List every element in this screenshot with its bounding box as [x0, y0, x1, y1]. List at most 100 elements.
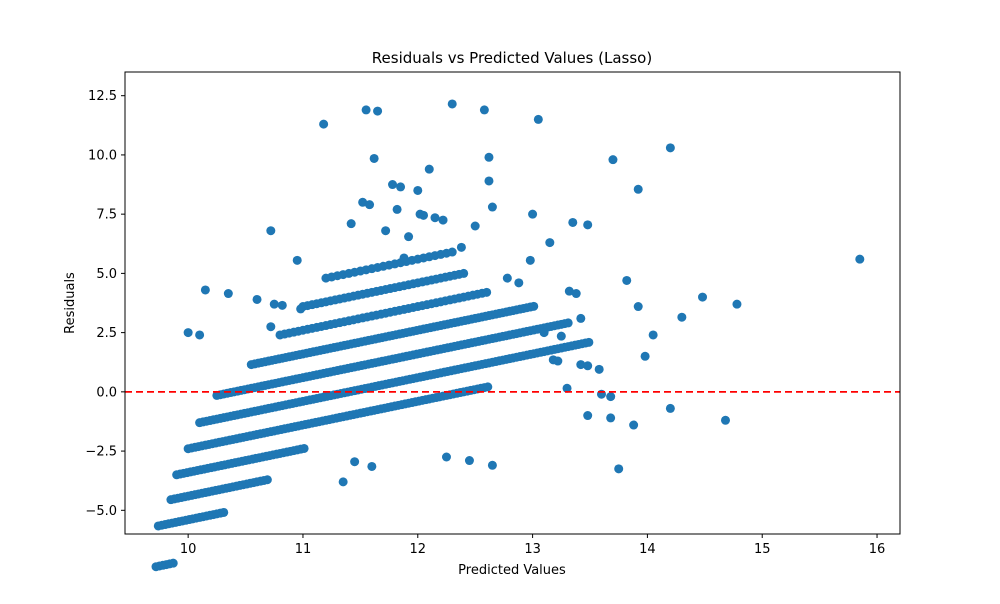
data-point: [277, 300, 287, 310]
y-tick-label: 5.0: [96, 267, 117, 282]
data-point: [614, 464, 624, 474]
data-point: [584, 337, 594, 347]
data-point: [441, 452, 451, 462]
data-point: [447, 99, 457, 109]
y-axis-ticks: −5.0 −2.5 0.0 2.5 5.0 7.5 10.0 12.5: [85, 89, 125, 519]
data-point: [470, 221, 480, 231]
data-point: [583, 411, 593, 421]
y-tick-label: 0.0: [96, 385, 117, 400]
data-point: [568, 217, 578, 227]
data-point: [677, 312, 687, 322]
x-axis-ticks: 10 11 12 13 14 15 16: [180, 534, 885, 557]
data-point: [608, 155, 618, 165]
data-point: [482, 287, 492, 297]
data-point: [381, 226, 391, 236]
plot-area-frame: [124, 71, 901, 535]
y-tick-label: −2.5: [85, 445, 117, 460]
x-tick-label: 16: [869, 542, 886, 557]
data-point: [514, 278, 524, 288]
data-point: [479, 105, 489, 115]
data-point: [269, 299, 279, 309]
data-point: [545, 238, 555, 248]
data-point: [648, 330, 658, 340]
data-point: [564, 286, 574, 296]
data-point: [404, 232, 414, 242]
data-point: [533, 114, 543, 124]
data-point: [698, 292, 708, 302]
chart-title: Residuals vs Predicted Values (Lasso): [372, 49, 652, 67]
x-tick-label: 15: [754, 542, 771, 557]
x-tick-label: 10: [180, 542, 197, 557]
data-point: [483, 382, 493, 392]
data-point: [459, 268, 469, 278]
data-point: [392, 204, 402, 214]
data-point: [430, 213, 440, 223]
data-point: [388, 180, 398, 190]
x-tick-label: 11: [295, 542, 312, 557]
x-tick-label: 13: [524, 542, 541, 557]
data-point: [346, 219, 356, 229]
data-point: [525, 255, 535, 265]
data-point: [223, 289, 233, 299]
data-point: [266, 226, 276, 236]
data-point: [563, 318, 573, 328]
data-point: [358, 197, 368, 207]
data-point: [553, 356, 563, 366]
data-point: [183, 328, 193, 338]
data-point: [633, 184, 643, 194]
data-point: [484, 152, 494, 162]
y-tick-label: 7.5: [96, 208, 117, 223]
data-point: [399, 253, 409, 263]
data-point: [633, 302, 643, 312]
data-point: [299, 443, 309, 453]
data-point: [528, 209, 538, 219]
data-point: [456, 242, 466, 252]
data-point: [200, 285, 210, 295]
data-point: [438, 215, 448, 225]
data-point: [622, 275, 632, 285]
data-point: [732, 299, 742, 309]
data-point: [594, 364, 604, 374]
data-point: [252, 294, 262, 304]
data-point: [606, 392, 616, 402]
x-axis-label: Predicted Values: [458, 563, 566, 578]
data-point: [447, 247, 457, 257]
data-point: [571, 289, 581, 299]
data-point: [484, 176, 494, 186]
data-point: [487, 202, 497, 212]
data-point: [319, 119, 329, 129]
data-point: [367, 461, 377, 471]
data-point: [665, 403, 675, 413]
data-point: [556, 331, 566, 341]
data-point: [529, 301, 539, 311]
data-point: [665, 143, 675, 153]
data-point: [539, 328, 549, 338]
data-point: [219, 507, 229, 517]
data-point: [361, 105, 371, 115]
data-point: [640, 351, 650, 361]
data-point: [583, 361, 593, 371]
data-point: [168, 558, 178, 568]
data-point: [576, 360, 586, 370]
data-point: [502, 273, 512, 283]
data-point: [583, 220, 593, 230]
y-tick-label: 2.5: [96, 326, 117, 341]
data-point: [606, 413, 616, 423]
data-point: [855, 254, 865, 264]
data-point: [419, 210, 429, 220]
points-layer: [151, 99, 865, 572]
data-point: [576, 313, 586, 323]
data-point: [292, 255, 302, 265]
data-point: [413, 185, 423, 195]
x-tick-label: 14: [639, 542, 656, 557]
data-point: [296, 304, 306, 314]
data-point: [365, 200, 375, 210]
data-point: [487, 460, 497, 470]
data-point: [262, 475, 272, 485]
data-point: [396, 182, 406, 192]
data-point: [373, 106, 383, 116]
x-tick-label: 12: [410, 542, 427, 557]
